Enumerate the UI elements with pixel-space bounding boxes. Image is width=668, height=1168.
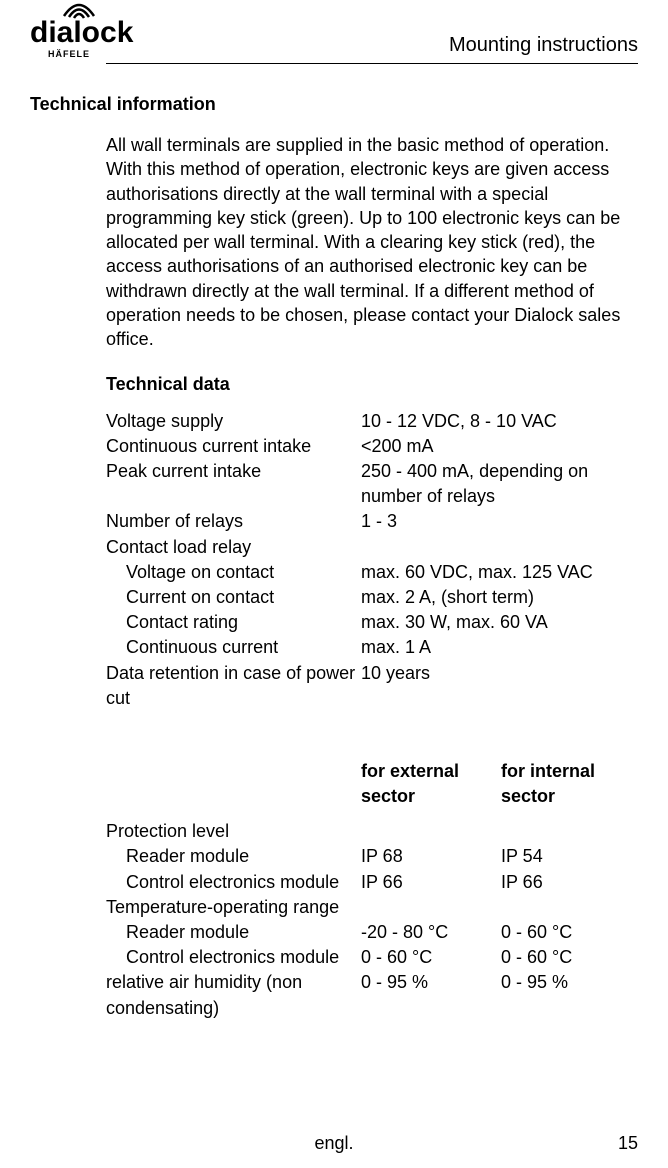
spec-value: <200 mA	[361, 434, 638, 459]
spec-value-external: -20 - 80 °C	[361, 920, 501, 945]
technical-data-table: Voltage supply 10 - 12 VDC, 8 - 10 VAC C…	[106, 409, 638, 1021]
table-row: Continuous current max. 1 A	[106, 635, 638, 660]
spec-label: Reader module	[106, 920, 361, 945]
logo-area: dialock HÄFELE	[30, 2, 133, 59]
spec-label: Continuous current	[106, 635, 361, 660]
logo-sub-text: HÄFELE	[48, 50, 90, 59]
header-line1: for internal	[501, 761, 595, 781]
table-row: Control electronics module IP 66 IP 66	[106, 870, 638, 895]
table-row: relative air humidity (non condensating)…	[106, 970, 638, 1020]
spec-label: Control electronics module	[106, 870, 361, 895]
logo-main-text: dialock	[30, 18, 133, 48]
table-row: Contact load relay	[106, 535, 638, 560]
spec-label: Continuous current intake	[106, 434, 361, 459]
spec-label: Control electronics module	[106, 945, 361, 970]
table-row: Voltage on contact max. 60 VDC, max. 125…	[106, 560, 638, 585]
header-line2: sector	[361, 786, 415, 806]
table-row: Reader module -20 - 80 °C 0 - 60 °C	[106, 920, 638, 945]
header-line1: for external	[361, 761, 459, 781]
technical-data-title: Technical data	[106, 374, 638, 395]
intro-paragraph: All wall terminals are supplied in the b…	[106, 133, 638, 352]
spec-value: 10 years	[361, 661, 638, 711]
spec-value: 10 - 12 VDC, 8 - 10 VAC	[361, 409, 638, 434]
spec-value-internal: IP 54	[501, 844, 638, 869]
spec-label: Voltage on contact	[106, 560, 361, 585]
spec-label: Data retention in case of power cut	[106, 661, 361, 711]
spec-value-external: 0 - 60 °C	[361, 945, 501, 970]
table-row: Protection level	[106, 809, 638, 844]
spec-value: max. 60 VDC, max. 125 VAC	[361, 560, 638, 585]
table-row: Contact rating max. 30 W, max. 60 VA	[106, 610, 638, 635]
table-row: Peak current intake 250 - 400 mA, depend…	[106, 459, 638, 509]
spec-label: Protection level	[106, 809, 361, 844]
spec-value-external: 0 - 95 %	[361, 970, 501, 1020]
spacer	[106, 711, 638, 735]
page-header: dialock HÄFELE Mounting instructions	[30, 0, 638, 63]
table-row: Reader module IP 68 IP 54	[106, 844, 638, 869]
spec-label: Voltage supply	[106, 409, 361, 434]
table-row: Voltage supply 10 - 12 VDC, 8 - 10 VAC	[106, 409, 638, 434]
header-line2: sector	[501, 786, 555, 806]
spec-value: max. 2 A, (short term)	[361, 585, 638, 610]
spec-value: max. 30 W, max. 60 VA	[361, 610, 638, 635]
section-title: Technical information	[30, 94, 638, 115]
spec-label: Contact rating	[106, 610, 361, 635]
external-sector-header: for external sector	[361, 759, 501, 809]
spec-label: Reader module	[106, 844, 361, 869]
table-row: Control electronics module 0 - 60 °C 0 -…	[106, 945, 638, 970]
spec-label: Temperature-operating range	[106, 895, 361, 920]
spec-value-external: IP 68	[361, 844, 501, 869]
spec-label: Contact load relay	[106, 535, 361, 560]
table-row: Continuous current intake <200 mA	[106, 434, 638, 459]
spec-value-external: IP 66	[361, 870, 501, 895]
spec-value-internal: 0 - 60 °C	[501, 945, 638, 970]
sector-header-row: for external sector for internal sector	[106, 759, 638, 809]
table-row: Data retention in case of power cut 10 y…	[106, 661, 638, 711]
spec-label: Current on contact	[106, 585, 361, 610]
spacer	[106, 735, 638, 759]
spec-label: Number of relays	[106, 509, 361, 534]
document-type: Mounting instructions	[449, 34, 638, 57]
spec-value	[361, 535, 638, 560]
spec-label: Peak current intake	[106, 459, 361, 509]
content-area: All wall terminals are supplied in the b…	[106, 133, 638, 1021]
header-rule	[106, 63, 638, 64]
footer-page-number: 15	[618, 1133, 638, 1154]
table-row: Number of relays 1 - 3	[106, 509, 638, 534]
spec-value-internal: 0 - 95 %	[501, 970, 638, 1020]
spec-value: 1 - 3	[361, 509, 638, 534]
table-row: Temperature-operating range	[106, 895, 638, 920]
spec-value-internal: 0 - 60 °C	[501, 920, 638, 945]
spec-label: relative air humidity (non condensating)	[106, 970, 361, 1020]
table-row: Current on contact max. 2 A, (short term…	[106, 585, 638, 610]
footer-language: engl.	[314, 1133, 353, 1154]
page-footer: engl. 15	[30, 1133, 638, 1154]
spec-value-internal: IP 66	[501, 870, 638, 895]
spec-value: 250 - 400 mA, depending on number of rel…	[361, 459, 638, 509]
internal-sector-header: for internal sector	[501, 759, 638, 809]
spec-value: max. 1 A	[361, 635, 638, 660]
